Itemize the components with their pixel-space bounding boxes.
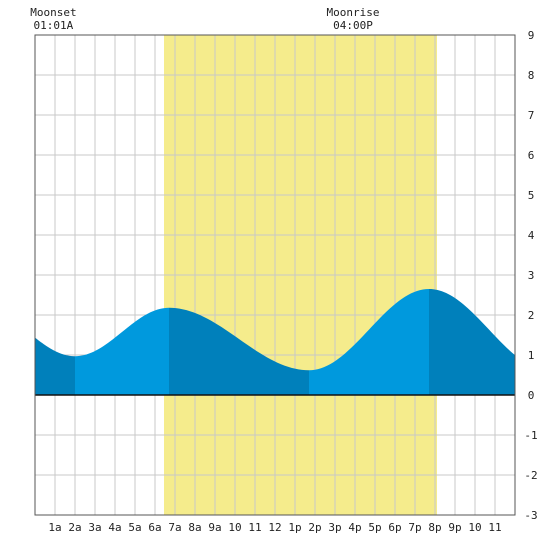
x-tick-label: 12: [268, 521, 281, 534]
x-tick-label: 8a: [188, 521, 201, 534]
y-tick-label: -2: [524, 469, 537, 482]
tide-layer: [35, 289, 515, 395]
y-tick-label: 5: [528, 189, 535, 202]
grid-layer: [35, 35, 515, 515]
x-axis-tick-labels: 1a 2a 3a 4a 5a 6a 7a 8a 9a 10 11 12 1p 2p 3p 4p 5p 6p 7p 8p…: [48, 521, 501, 534]
x-tick-label: 3p: [328, 521, 341, 534]
x-tick-label: 7a: [168, 521, 181, 534]
y-tick-label: 2: [528, 309, 535, 322]
x-tick-label: 11: [248, 521, 261, 534]
x-tick-label: 8p: [428, 521, 441, 534]
y-tick-label: -3: [524, 509, 537, 522]
moon-event-time: 04:00P: [333, 19, 373, 32]
plot-border: [34, 34, 516, 516]
x-tick-label: 1a: [48, 521, 61, 534]
x-tick-label: 2p: [308, 521, 321, 534]
y-axis-tick-labels: -3 -2 -1 0 1 2 3 4 5 6 7 8 9: [524, 29, 537, 522]
y-tick-label: 7: [528, 109, 535, 122]
x-tick-label: 2a: [68, 521, 81, 534]
y-tick-label: 0: [528, 389, 535, 402]
tide-area-rising: [309, 289, 429, 395]
x-tick-label: 10: [468, 521, 481, 534]
y-tick-label: -1: [524, 429, 537, 442]
y-tick-label: 6: [528, 149, 535, 162]
moon-event-time: 01:01A: [34, 19, 74, 32]
x-tick-label: 6p: [388, 521, 401, 534]
y-tick-label: 4: [528, 229, 535, 242]
y-tick-label: 8: [528, 69, 535, 82]
x-tick-label: 9a: [208, 521, 221, 534]
y-tick-label: 9: [528, 29, 535, 42]
tide-area-falling: [429, 289, 515, 395]
tide-area-falling: [169, 307, 309, 395]
y-tick-label: 3: [528, 269, 535, 282]
x-tick-label: 10: [228, 521, 241, 534]
x-tick-label: 4p: [348, 521, 361, 534]
x-tick-label: 3a: [88, 521, 101, 534]
x-tick-label: 11: [488, 521, 501, 534]
x-tick-label: 7p: [408, 521, 421, 534]
moon-event-title: Moonrise: [327, 6, 380, 19]
x-tick-label: 6a: [148, 521, 161, 534]
x-tick-label: 9p: [448, 521, 461, 534]
tide-area-rising: [75, 307, 169, 395]
x-tick-label: 5p: [368, 521, 381, 534]
y-tick-label: 1: [528, 349, 535, 362]
tide-area-falling: [35, 337, 75, 395]
moon-event-title: Moonset: [30, 6, 76, 19]
x-tick-label: 1p: [288, 521, 301, 534]
x-tick-label: 4a: [108, 521, 121, 534]
x-tick-label: 5a: [128, 521, 141, 534]
